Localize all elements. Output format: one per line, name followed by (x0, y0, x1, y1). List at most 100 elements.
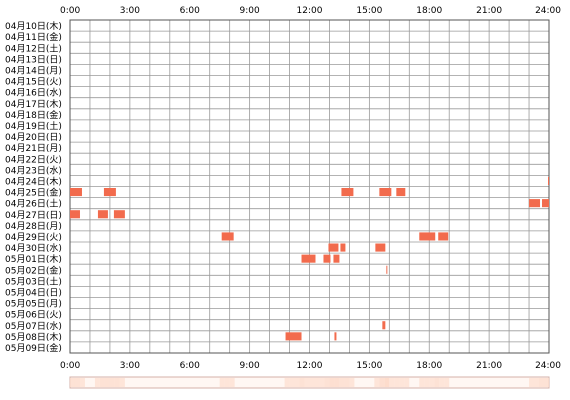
day-label: 04月13日(日) (5, 54, 62, 65)
activity-bar (382, 321, 386, 330)
summary-segment (119, 378, 125, 387)
day-label: 05月07日(水) (5, 320, 62, 332)
summary-segment (339, 378, 345, 387)
summary-segment (294, 378, 300, 387)
day-label: 04月18日(金) (5, 109, 62, 121)
summary-segment (394, 378, 400, 387)
x-tick-label-top: 9:00 (240, 6, 260, 16)
summary-segment (384, 378, 390, 387)
day-label: 04月12日(土) (5, 42, 62, 54)
summary-segment (424, 378, 430, 387)
summary-segment (539, 378, 545, 387)
day-label: 04月23日(水) (5, 164, 62, 176)
x-tick-label-top: 0:00 (60, 6, 80, 16)
summary-segment (304, 378, 310, 387)
day-label: 04月21日(月) (5, 143, 62, 154)
summary-segment (219, 378, 225, 387)
summary-segment (389, 378, 395, 387)
day-label: 05月04日(日) (5, 287, 62, 298)
summary-segment (309, 378, 315, 387)
summary-segment (114, 378, 120, 387)
activity-bar (396, 188, 406, 197)
summary-segment (404, 378, 410, 387)
summary-segment (529, 378, 535, 387)
summary-segment (314, 378, 320, 387)
day-label: 04月15日(火) (5, 77, 62, 88)
summary-segment (349, 378, 355, 387)
day-label: 05月06日(火) (5, 310, 62, 321)
x-tick-label-top: 24:00 (535, 6, 561, 16)
summary-segment (284, 378, 290, 387)
summary-segment (94, 378, 100, 387)
x-tick-label-top: 6:00 (180, 6, 200, 16)
day-label: 04月11日(金) (5, 31, 62, 43)
summary-segment (229, 378, 235, 387)
x-tick-label-top: 18:00 (416, 6, 442, 16)
activity-bar (548, 176, 550, 185)
activity-bar (438, 232, 449, 241)
summary-segment (344, 378, 350, 387)
activity-bar (334, 332, 337, 341)
activity-bar (221, 232, 234, 241)
x-tick-label-bottom: 18:00 (416, 361, 442, 371)
x-tick-label-top: 21:00 (476, 6, 502, 16)
summary-segment (434, 378, 440, 387)
day-label: 05月09日(金) (5, 342, 62, 354)
summary-segment (374, 378, 380, 387)
activity-bar (70, 188, 82, 197)
summary-segment (329, 378, 335, 387)
day-label: 04月25日(金) (5, 187, 62, 199)
activity-bar (375, 243, 386, 252)
day-label: 04月26日(土) (5, 198, 62, 210)
day-label: 04月22日(火) (5, 154, 62, 165)
summary-segment (444, 378, 450, 387)
day-label: 04月24日(木) (5, 175, 62, 187)
day-label: 04月27日(日) (5, 210, 62, 221)
x-tick-label-bottom: 9:00 (240, 361, 260, 371)
x-tick-label-bottom: 24:00 (535, 361, 561, 371)
summary-segment (104, 378, 110, 387)
summary-segment (289, 378, 295, 387)
x-tick-label-bottom: 21:00 (476, 361, 502, 371)
day-label: 04月19日(土) (5, 120, 62, 132)
activity-bar (341, 188, 354, 197)
day-label: 05月08日(木) (5, 331, 62, 343)
summary-segment (399, 378, 405, 387)
plot-frame (69, 19, 550, 354)
summary-segment (70, 378, 75, 387)
summary-segment (419, 378, 425, 387)
x-tick-label-bottom: 0:00 (60, 361, 80, 371)
day-label: 04月17日(木) (5, 98, 62, 110)
day-label: 05月05日(月) (5, 299, 62, 310)
x-tick-label-bottom: 6:00 (180, 361, 200, 371)
summary-segment (319, 378, 325, 387)
x-tick-label-top: 3:00 (120, 6, 140, 16)
summary-segment (109, 378, 115, 387)
day-label: 05月03日(土) (5, 275, 62, 287)
x-tick-label-bottom: 12:00 (297, 361, 323, 371)
summary-segment (334, 378, 340, 387)
activity-bar (386, 265, 388, 274)
activity-bar (323, 254, 331, 263)
activity-bar (285, 332, 302, 341)
summary-segment (544, 378, 549, 387)
summary-segment (74, 378, 80, 387)
day-label: 05月01日(木) (5, 253, 62, 265)
summary-segment (429, 378, 435, 387)
activity-bar (333, 254, 340, 263)
summary-segment (324, 378, 330, 387)
activity-bar (113, 210, 125, 219)
activity-bar (419, 232, 436, 241)
x-tick-label-bottom: 15:00 (356, 361, 382, 371)
activity-bar (70, 210, 80, 219)
summary-segment (299, 378, 305, 387)
day-label: 04月10日(木) (5, 20, 62, 32)
x-tick-label-top: 15:00 (356, 6, 382, 16)
activity-bar (529, 199, 541, 208)
day-label: 05月02日(金) (5, 264, 62, 276)
activity-bar (379, 188, 392, 197)
day-label: 04月14日(月) (5, 65, 62, 76)
summary-segment (379, 378, 385, 387)
day-label: 04月29日(火) (5, 232, 62, 243)
